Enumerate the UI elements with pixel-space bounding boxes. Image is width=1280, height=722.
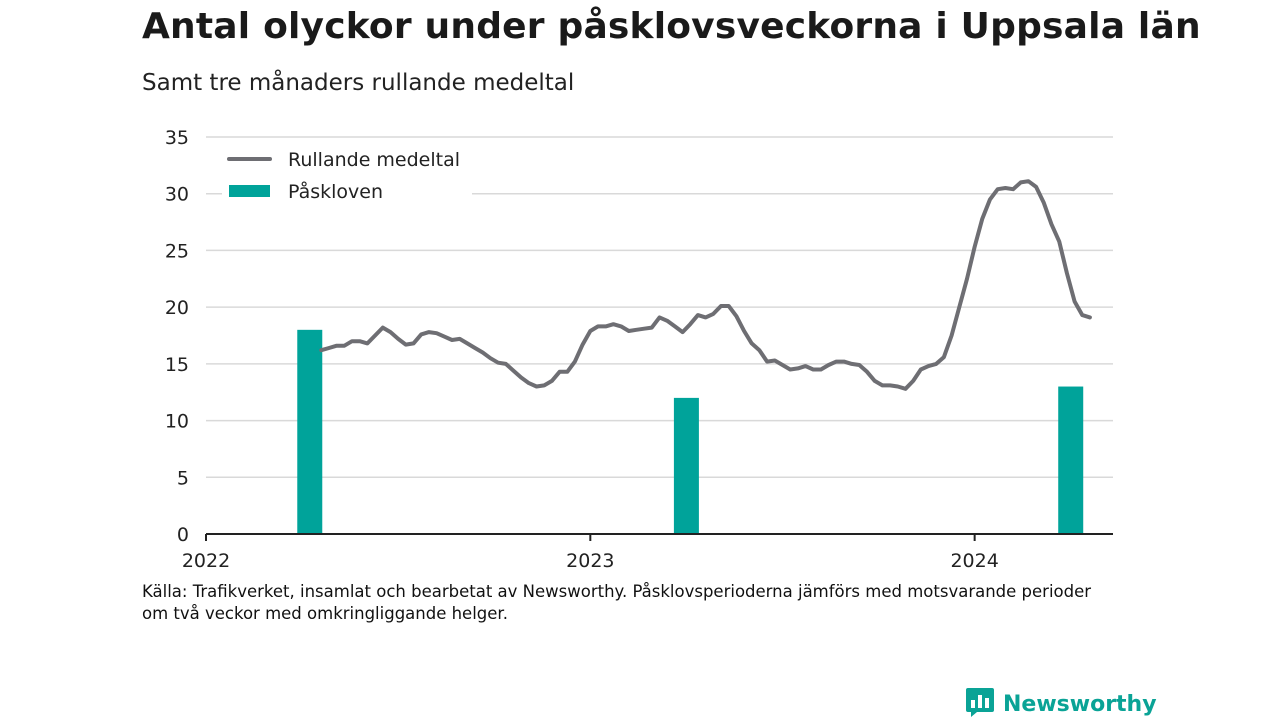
x-tick-label-2022: 2022	[182, 550, 230, 572]
x-tick-label-2024: 2024	[950, 550, 998, 572]
x-tick-label-2023: 2023	[566, 550, 614, 572]
source-line-1: Källa: Trafikverket, insamlat och bearbe…	[142, 582, 1092, 601]
legend-bar-swatch	[229, 185, 270, 197]
legend: Rullande medeltal Påskloven	[222, 146, 472, 206]
bar-1	[673, 397, 699, 534]
brand-logo: Newsworthy	[965, 686, 1157, 722]
bar-2	[1058, 386, 1084, 534]
brand-name: Newsworthy	[1003, 691, 1157, 717]
x-axis: 2022 2023 2024	[182, 533, 1113, 572]
bar-series	[297, 329, 1084, 534]
legend-label-easter-break: Påskloven	[288, 180, 383, 203]
y-tick-label-25: 25	[165, 240, 189, 262]
y-tick-labels: 0 5 10 15 20 25 30 35	[165, 127, 189, 546]
y-tick-label-10: 10	[165, 411, 189, 433]
legend-label-rolling-average: Rullande medeltal	[288, 149, 460, 171]
y-tick-label-15: 15	[165, 354, 189, 376]
y-tick-label-30: 30	[165, 184, 189, 206]
source-line-2: om två veckor med omkringliggande helger…	[142, 604, 508, 623]
y-tick-label-20: 20	[165, 297, 189, 319]
chart-canvas: 0 5 10 15 20 25 30 35 2022 2023 2024 Rullande med…	[165, 127, 1113, 572]
bar-0	[297, 329, 323, 534]
y-tick-label-35: 35	[165, 127, 189, 149]
chart-subtitle: Samt tre månaders rullande medeltal	[142, 70, 575, 96]
chart-title: Antal olyckor under påsklovsveckorna i U…	[142, 6, 1201, 47]
newsworthy-chart-bubble-icon	[965, 686, 995, 722]
source-note: Källa: Trafikverket, insamlat och bearbe…	[142, 581, 1102, 625]
y-tick-label-5: 5	[177, 467, 189, 489]
y-tick-label-0: 0	[177, 524, 189, 546]
rolling-average-line	[319, 179, 1092, 391]
